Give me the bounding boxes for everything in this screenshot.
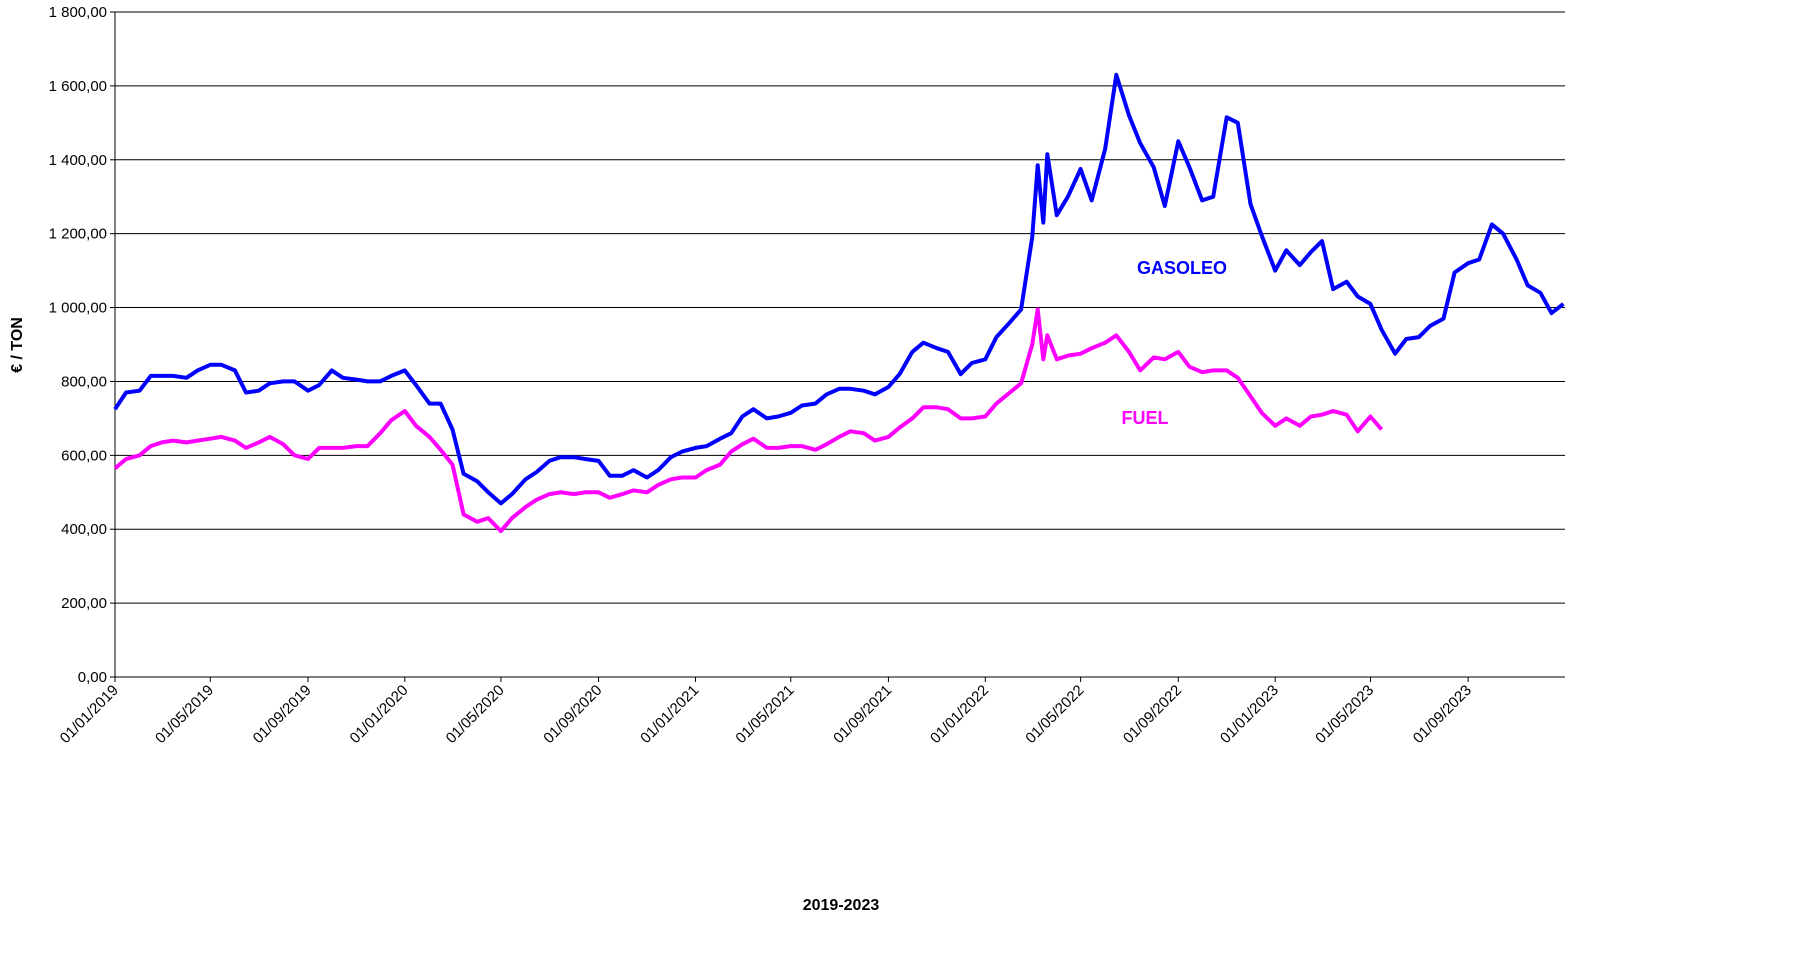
series-line bbox=[113, 307, 1384, 534]
x-tick-label: 01/01/2023 bbox=[1217, 682, 1282, 747]
y-tick-label: 400,00 bbox=[61, 521, 107, 538]
series-label: GASOLEO bbox=[1137, 258, 1227, 278]
series-line bbox=[113, 72, 1565, 506]
x-tick-label: 01/09/2019 bbox=[250, 682, 315, 747]
x-tick-label: 01/05/2022 bbox=[1022, 682, 1087, 747]
y-tick-label: 800,00 bbox=[61, 373, 107, 390]
x-tick-label: 01/09/2023 bbox=[1410, 682, 1475, 747]
y-tick-label: 1 800,00 bbox=[49, 4, 107, 21]
x-tick-label: 01/01/2019 bbox=[57, 682, 122, 747]
series-label: FUEL bbox=[1122, 408, 1169, 428]
y-tick-label: 0,00 bbox=[78, 669, 107, 686]
x-tick-label: 01/09/2020 bbox=[540, 682, 605, 747]
x-tick-label: 01/05/2019 bbox=[152, 682, 217, 747]
y-tick-label: 1 200,00 bbox=[49, 226, 107, 243]
x-tick-label: 01/01/2022 bbox=[927, 682, 992, 747]
x-tick-label: 01/05/2020 bbox=[443, 682, 508, 747]
x-tick-label: 01/09/2021 bbox=[830, 682, 895, 747]
x-tick-label: 01/05/2023 bbox=[1312, 682, 1377, 747]
y-tick-label: 1 000,00 bbox=[49, 300, 107, 317]
y-tick-label: 1 600,00 bbox=[49, 78, 107, 95]
x-tick-label: 01/01/2021 bbox=[637, 682, 702, 747]
y-tick-label: 200,00 bbox=[61, 595, 107, 612]
x-axis-label: 2019-2023 bbox=[803, 897, 880, 914]
x-tick-label: 01/01/2020 bbox=[347, 682, 412, 747]
y-axis-label: € / TON bbox=[9, 317, 26, 373]
y-tick-label: 1 400,00 bbox=[49, 152, 107, 169]
y-tick-label: 600,00 bbox=[61, 447, 107, 464]
x-tick-label: 01/05/2021 bbox=[732, 682, 797, 747]
x-tick-label: 01/09/2022 bbox=[1120, 682, 1185, 747]
